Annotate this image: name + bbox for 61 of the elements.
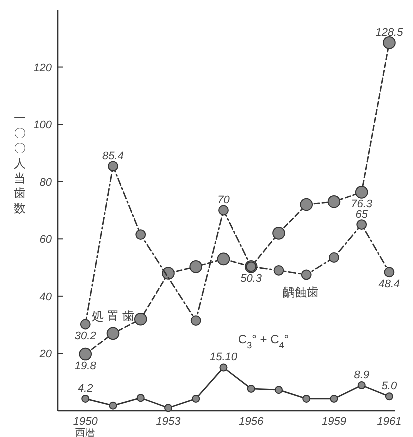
y-tick-label: 80 [40,176,53,189]
point [218,205,229,216]
x-tick-label: 1956 [239,416,264,428]
point [164,404,172,412]
data-label: 65 [356,208,369,221]
point [136,394,145,402]
point [192,394,200,403]
series-label: C$_{3}$° + C$_{4}$° [238,332,290,351]
point [385,392,394,401]
series-label: 齲蝕歯 [282,286,319,300]
point [384,267,395,278]
x-tick-label: 1953 [156,416,182,428]
point [329,252,340,263]
y-tick-label: 60 [40,234,53,246]
point [356,220,368,230]
data-label: 50.3 [240,272,263,285]
point [355,186,368,199]
y-tick-label: 20 [38,348,53,361]
point [136,230,146,240]
point [106,327,120,340]
point [330,394,338,403]
point [300,198,314,212]
point [80,319,91,330]
y-axis-title: 一〇〇人当歯数 [14,111,26,216]
data-label: 4.2 [78,382,94,395]
point [274,265,284,276]
data-label: 85.4 [102,150,124,162]
data-label: 48.4 [378,278,400,290]
x-tick-label: 1950 [73,416,99,428]
point [108,161,118,172]
point [220,364,228,372]
x-axis-title: 西暦 [76,428,96,437]
point [217,252,230,266]
point [247,384,256,393]
point [79,348,92,361]
point [190,260,203,274]
point [383,36,396,50]
series-label: 処 置 歯 [92,310,135,324]
x-tick-label: 1959 [322,416,346,428]
data-label: 5.0 [382,380,398,393]
data-label: 70 [218,194,231,206]
point [109,402,118,410]
data-label: 15.10 [210,352,238,364]
point [328,196,341,208]
point [358,382,366,390]
x-tick-label: 1961 [377,416,402,428]
point [272,227,286,240]
point [82,394,90,403]
point [134,312,148,326]
data-label: 76.3 [351,198,374,210]
y-tick-label: 120 [34,62,53,74]
data-label: 30.2 [74,330,96,342]
data-label: 128.5 [376,26,404,39]
data-label: 8.9 [354,370,370,382]
point [190,316,202,326]
y-tick-label: 100 [34,120,53,132]
point [301,270,312,280]
data-label: 19.8 [74,360,98,372]
y-tick-label: 40 [40,291,53,304]
point [302,394,311,403]
point [274,386,283,394]
